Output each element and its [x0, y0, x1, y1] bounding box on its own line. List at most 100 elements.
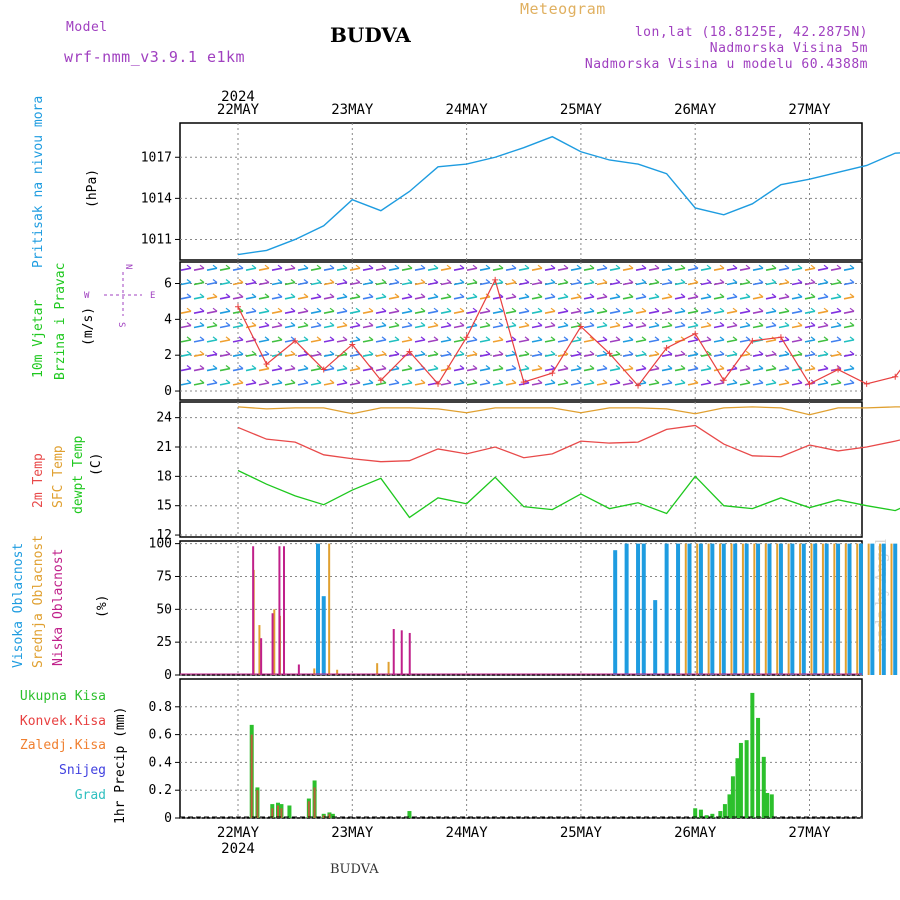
wind-arrow — [518, 267, 530, 271]
wind-arrow — [271, 339, 283, 343]
wind-arrow-head — [758, 264, 764, 269]
wind-arrow — [557, 296, 569, 300]
wind-arrow-head — [693, 307, 699, 312]
wind-arrow — [453, 310, 465, 314]
wind-arrow — [479, 382, 491, 386]
low-cloud-bar — [271, 613, 274, 675]
wind-arrow-head — [368, 379, 374, 384]
wind-arrow-head — [290, 365, 296, 370]
wind-arrow-head — [225, 307, 231, 312]
wind-speed-marker — [377, 377, 384, 384]
wind-arrow — [271, 296, 283, 300]
wind-arrow-head — [381, 350, 387, 355]
top-date-tick: 27MAY — [788, 102, 831, 118]
wind-arrow — [531, 382, 543, 386]
wind-arrow — [609, 324, 621, 329]
wind-arrow — [583, 339, 595, 343]
wind-arrow — [830, 353, 842, 357]
wind-arrow — [206, 267, 218, 271]
wind-arrow-head — [810, 336, 816, 341]
wind-arrow — [206, 339, 218, 343]
wind-arrow — [180, 324, 192, 329]
total-precip-bar — [738, 742, 743, 818]
wind-arrow — [479, 367, 491, 372]
wind-arrow-head — [264, 379, 270, 384]
wind-arrow — [206, 324, 218, 329]
wind-arrow-head — [810, 322, 816, 326]
wind-arrow — [648, 267, 660, 271]
wind-arrow-head — [628, 264, 634, 269]
wind-arrow-head — [381, 279, 387, 283]
top-date-tick: 22MAY — [217, 102, 260, 118]
wind-arrow-head — [576, 264, 582, 269]
wind-arrow — [739, 310, 751, 314]
wind-arrow — [310, 353, 322, 357]
wind-arrow-head — [342, 279, 348, 283]
wind-arrow — [648, 310, 660, 314]
wind-arrow-head — [667, 365, 673, 370]
low-cloud-label: Niska Oblacnost — [51, 549, 66, 666]
panel-frame — [179, 122, 863, 261]
wind-arrow — [427, 324, 439, 329]
wind-arrow-head — [602, 365, 608, 370]
wind-arrow — [661, 367, 673, 372]
wind-arrow-head — [615, 293, 621, 298]
graupel-label: Grad — [75, 788, 106, 803]
mid-cloud-bar — [258, 625, 261, 675]
wind-arrow-head — [316, 365, 322, 370]
wind-arrow — [583, 353, 595, 357]
wind-arrow — [232, 324, 244, 329]
wind-arrow-head — [836, 264, 842, 269]
wind-arrow — [817, 296, 829, 300]
wind-speed-marker — [835, 366, 842, 373]
wind-arrow — [596, 310, 608, 314]
wind-arrow-head — [628, 350, 634, 355]
wind-arrow — [687, 296, 699, 300]
wind-arrow — [284, 367, 296, 372]
wind-arrow — [739, 296, 751, 300]
wind-arrow — [206, 310, 218, 314]
high-cloud-bar — [710, 543, 715, 675]
mid-cloud-bar — [696, 543, 699, 675]
wind-arrow — [362, 324, 374, 329]
wind-arrow-head — [836, 322, 842, 326]
wind-arrow-head — [472, 350, 478, 355]
wind-arrow — [791, 324, 803, 329]
mid-cloud-bar — [844, 543, 847, 675]
high-cloud-bar — [321, 596, 326, 675]
wind-arrow — [440, 382, 452, 386]
wind-arrow-head — [563, 293, 569, 298]
wind-arrow — [778, 310, 790, 314]
high-cloud-bar — [744, 543, 749, 675]
wind-arrow — [310, 310, 322, 314]
year-label-bottom: 2024 — [221, 841, 255, 857]
wind-arrow-head — [511, 336, 517, 341]
wind-arrow-head — [758, 279, 764, 283]
wind-arrow — [739, 339, 751, 343]
wind-arrow-head — [277, 379, 283, 384]
mid-cloud-bar — [730, 543, 733, 675]
wind-arrow — [297, 267, 309, 271]
sfc-temp-line — [237, 406, 900, 416]
wind-arrow — [635, 324, 647, 329]
wind-arrow — [570, 353, 582, 357]
y-tick-label: 0 — [164, 811, 172, 826]
total-precip-bar — [765, 792, 770, 818]
wind-arrow-head — [251, 293, 257, 298]
wind-arrow-head — [251, 322, 257, 326]
wind-arrow-head — [316, 336, 322, 341]
wind-arrow-head — [225, 264, 231, 269]
wind-arrow-head — [524, 336, 530, 341]
wind-arrow-head — [420, 264, 426, 269]
wind-arrow-head — [576, 293, 582, 298]
wind-arrow-head — [316, 379, 322, 384]
high-cloud-bar — [641, 543, 646, 675]
wind-arrow-head — [498, 264, 504, 269]
wind-arrow — [323, 267, 335, 271]
wind-arrow-head — [628, 365, 634, 370]
wind-arrow-head — [355, 264, 361, 269]
wind-arrow — [570, 310, 582, 314]
wind-arrow — [661, 310, 673, 314]
wind-arrow-head — [797, 293, 803, 298]
wind-arrow — [752, 281, 764, 286]
